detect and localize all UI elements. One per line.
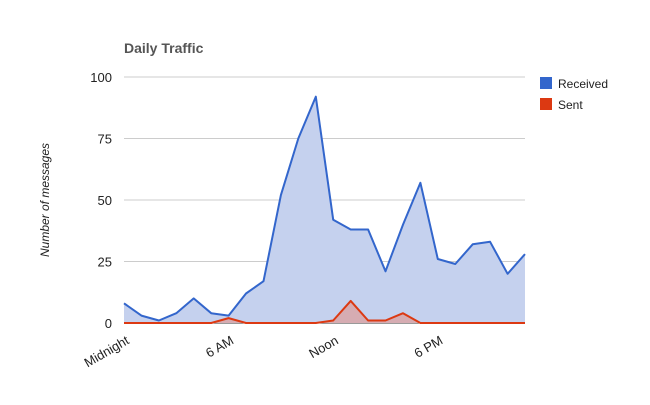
y-axis-title: Number of messages	[38, 143, 52, 257]
series-line-sent	[124, 299, 525, 324]
y-tick-label: 75	[98, 132, 112, 147]
y-tick-label: 100	[90, 70, 112, 85]
series-line-received	[123, 95, 526, 322]
legend-label-sent: Sent	[558, 98, 583, 112]
y-tick-label: 25	[98, 255, 112, 270]
chart-title: Daily Traffic	[124, 40, 204, 56]
series-area-received	[124, 96, 525, 323]
y-tick-label: 0	[105, 316, 112, 331]
y-axis-ticks: 0 25 50 75 100	[90, 70, 112, 331]
y-tick-label: 50	[98, 193, 112, 208]
x-axis-ticks: Midnight 6 AM Noon 6 PM	[81, 332, 445, 370]
x-tick-label: 6 PM	[412, 333, 446, 361]
x-tick-label: 6 AM	[203, 333, 236, 361]
x-tick-label: Midnight	[81, 332, 131, 370]
legend-swatch-sent	[540, 98, 552, 110]
x-tick-label: Noon	[306, 333, 340, 362]
series-layer	[123, 95, 526, 324]
legend-swatch-received	[540, 77, 552, 89]
legend-label-received: Received	[558, 77, 608, 91]
legend: Received Sent	[540, 77, 608, 112]
